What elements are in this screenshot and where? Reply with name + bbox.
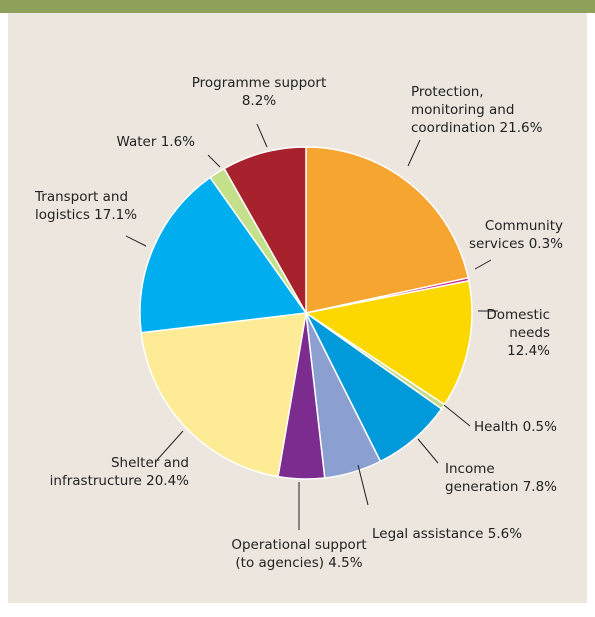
data-label-line: Domestic xyxy=(486,307,550,323)
data-label-line: logistics 17.1% xyxy=(35,207,137,223)
leader-line-programme-support xyxy=(256,123,268,148)
data-label-line: Legal assistance 5.6% xyxy=(372,526,522,542)
header-bar xyxy=(0,0,595,13)
data-label-line: Income xyxy=(445,461,495,477)
data-label-line: 12.4% xyxy=(507,343,550,359)
data-label-line: infrastructure 20.4% xyxy=(50,473,189,489)
leader-line-water xyxy=(207,154,221,168)
data-label-transport-and-logistics: Transport and logistics 17.1% xyxy=(34,189,137,223)
pie-slice-protection-monitoring-and-coordination xyxy=(305,146,469,314)
data-label-line: needs xyxy=(509,325,550,341)
data-label-income-generation: Income generation 7.8% xyxy=(445,461,557,495)
data-label-legal-assistance: Legal assistance 5.6% xyxy=(372,526,522,542)
data-label-line: services 0.3% xyxy=(469,236,563,252)
pie-slice-programme-support xyxy=(223,146,307,314)
data-label-shelter-and-infrastructure: Shelter and infrastructure 20.4% xyxy=(50,455,189,489)
data-label-line: Protection, xyxy=(411,84,484,100)
leader-line-health xyxy=(443,404,471,427)
pie-slices xyxy=(139,146,473,480)
data-label-line: coordination 21.6% xyxy=(411,120,543,136)
slice-labels: Protection, monitoring and coordination 21… xyxy=(34,75,563,571)
data-label-line: Shelter and xyxy=(111,455,189,471)
data-label-line: Operational support xyxy=(231,537,366,553)
data-label-line: monitoring and xyxy=(411,102,514,118)
data-label-line: (to agencies) 4.5% xyxy=(235,555,362,571)
data-label-line: generation 7.8% xyxy=(445,479,557,495)
leader-line-protection-monitoring-and-coordination xyxy=(407,139,421,167)
pie-slice-transport-and-logistics xyxy=(139,176,307,334)
leader-line-community-services xyxy=(474,259,492,270)
data-label-line: Community xyxy=(485,218,563,234)
pie-chart: Protection, monitoring and coordination 21… xyxy=(34,75,563,571)
data-label-line: Health 0.5% xyxy=(474,419,557,435)
leader-line-transport-and-logistics xyxy=(125,235,147,247)
data-label-line: 8.2% xyxy=(242,93,276,109)
chart-panel: Protection, monitoring and coordination 21… xyxy=(8,13,587,603)
data-label-line: Programme support xyxy=(192,75,327,91)
data-label-operational-support-to-agencies: Operational support (to agencies) 4.5% xyxy=(231,537,366,571)
leader-line-legal-assistance xyxy=(357,464,369,506)
data-label-line: Transport and xyxy=(34,189,128,205)
data-label-domestic-needs: Domestic needs 12.4% xyxy=(486,307,550,359)
pie-slice-shelter-and-infrastructure xyxy=(140,312,307,478)
data-label-line: Water 1.6% xyxy=(117,134,196,150)
data-label-programme-support: Programme support 8.2% xyxy=(192,75,327,109)
leader-line-shelter-and-infrastructure xyxy=(156,430,184,461)
data-label-protection-monitoring-and-coordination: Protection, monitoring and coordination 21… xyxy=(411,84,543,136)
data-label-water: Water 1.6% xyxy=(117,134,196,150)
label-leader-lines xyxy=(125,123,498,530)
leader-line-income-generation xyxy=(417,438,439,464)
pie-slice-domestic-needs xyxy=(305,280,473,406)
data-label-community-services: Community services 0.3% xyxy=(469,218,563,252)
data-label-health: Health 0.5% xyxy=(474,419,557,435)
